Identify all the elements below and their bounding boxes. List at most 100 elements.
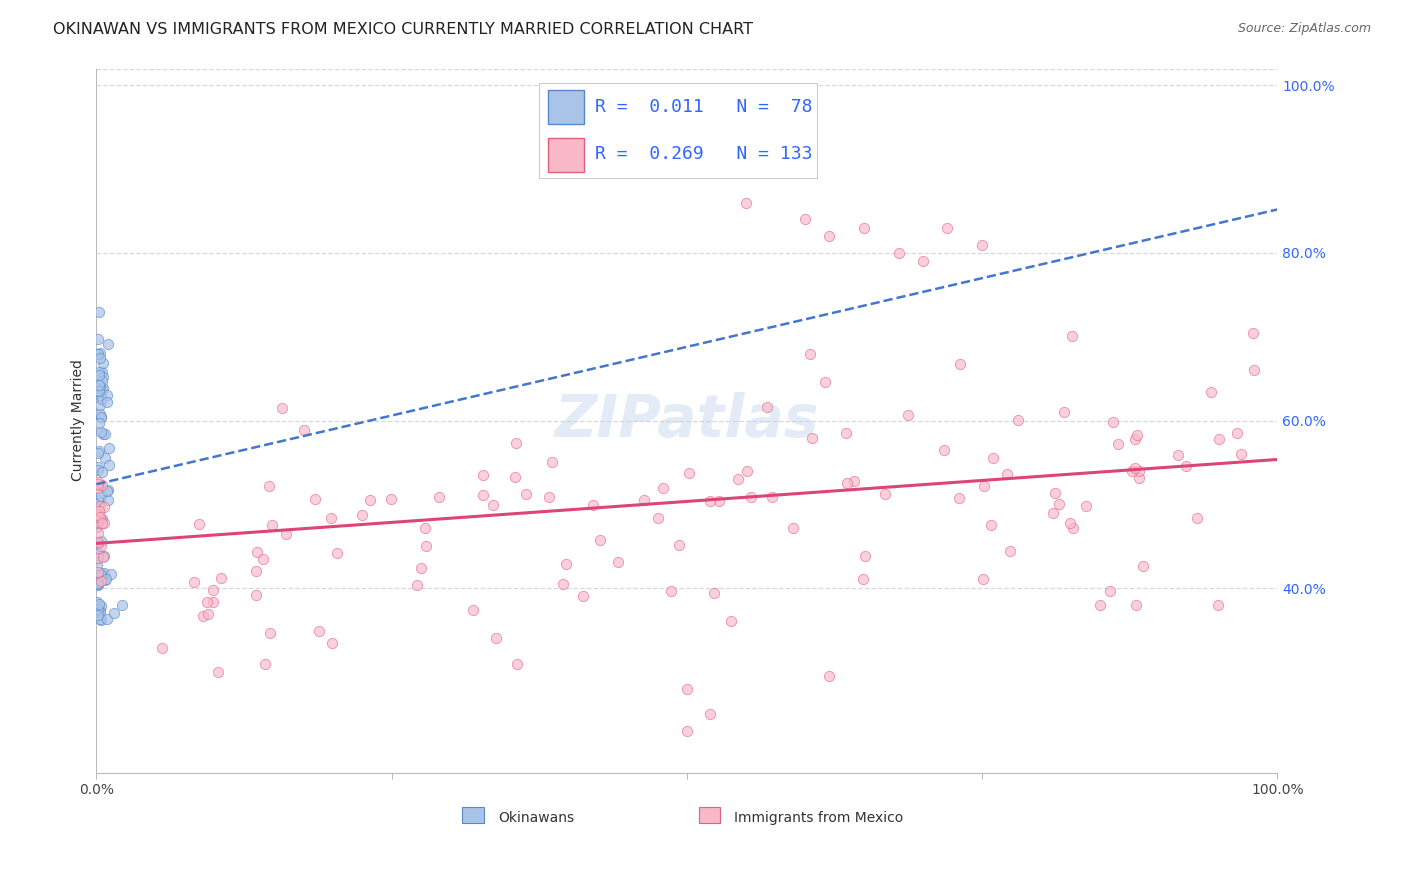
Point <box>720 614 742 628</box>
Point <box>89 612 111 626</box>
Point <box>89 387 111 401</box>
Point <box>207 665 229 680</box>
Point <box>89 346 111 360</box>
Point <box>96 612 118 626</box>
Point <box>89 605 111 619</box>
Point <box>86 347 108 361</box>
Point <box>274 527 297 541</box>
Point <box>90 489 112 503</box>
Point <box>472 487 495 501</box>
Point <box>246 545 269 559</box>
Point <box>87 492 110 507</box>
Point <box>253 657 276 671</box>
Point <box>89 603 111 617</box>
Point <box>844 474 866 488</box>
Point <box>1241 326 1264 340</box>
Point <box>983 450 1005 465</box>
Point <box>897 408 920 422</box>
Point <box>87 513 110 527</box>
Point <box>380 491 402 506</box>
Point <box>304 492 326 507</box>
Point <box>90 425 112 440</box>
Point <box>463 603 485 617</box>
Point <box>973 478 995 492</box>
Point <box>505 436 527 450</box>
Text: Immigrants from Mexico: Immigrants from Mexico <box>734 811 903 824</box>
Point <box>537 490 560 504</box>
Point <box>86 477 108 491</box>
Point <box>97 493 120 508</box>
FancyBboxPatch shape <box>699 806 720 823</box>
Point <box>100 566 122 581</box>
Point <box>86 516 108 530</box>
Point <box>257 479 280 493</box>
Point <box>647 511 669 525</box>
Point <box>87 378 110 392</box>
Point <box>405 577 427 591</box>
Point <box>1107 437 1129 451</box>
Point <box>91 392 114 406</box>
Point <box>1226 425 1249 440</box>
Point <box>1167 449 1189 463</box>
Point <box>911 254 934 268</box>
Point <box>90 574 112 589</box>
Point <box>325 545 347 559</box>
Point <box>1174 458 1197 473</box>
Point <box>699 493 721 508</box>
Point <box>482 498 505 512</box>
Point <box>1206 598 1229 612</box>
Point <box>87 577 110 591</box>
Point <box>703 586 725 600</box>
Point <box>87 365 110 379</box>
Point <box>90 566 112 581</box>
Point <box>96 387 118 401</box>
Point <box>1199 384 1222 399</box>
Point <box>995 467 1018 482</box>
Point <box>889 246 911 260</box>
Point <box>793 212 815 227</box>
Point <box>260 518 283 533</box>
Point <box>103 607 125 621</box>
Point <box>1123 460 1146 475</box>
Point <box>97 483 120 497</box>
Point <box>91 426 114 441</box>
Point <box>191 608 214 623</box>
Point <box>87 578 110 592</box>
Point <box>503 470 526 484</box>
Point <box>1062 521 1084 535</box>
Point <box>1074 500 1097 514</box>
Point <box>321 511 343 525</box>
Point <box>90 516 112 531</box>
Point <box>814 375 837 389</box>
Point <box>668 538 690 552</box>
Point <box>756 400 779 414</box>
Point <box>948 491 970 505</box>
Point <box>1125 432 1147 446</box>
Point <box>541 455 564 469</box>
Point <box>678 466 700 480</box>
Point <box>932 443 955 458</box>
Point <box>1243 363 1265 377</box>
Point <box>259 625 281 640</box>
Point <box>96 483 118 498</box>
Point <box>96 394 118 409</box>
Point <box>555 557 578 571</box>
Point <box>87 332 110 346</box>
Point <box>89 479 111 493</box>
Point <box>89 510 111 524</box>
Point <box>727 472 749 486</box>
Point <box>90 410 112 425</box>
Point <box>1132 558 1154 573</box>
Point <box>86 508 108 522</box>
Point <box>89 597 111 611</box>
Point <box>87 463 110 477</box>
Point <box>1042 506 1064 520</box>
Point <box>707 494 730 508</box>
Point <box>94 450 117 465</box>
Point <box>86 536 108 550</box>
Point <box>1102 415 1125 429</box>
Point <box>87 576 110 591</box>
Point <box>551 576 574 591</box>
Point <box>98 442 121 456</box>
Point <box>589 533 612 547</box>
